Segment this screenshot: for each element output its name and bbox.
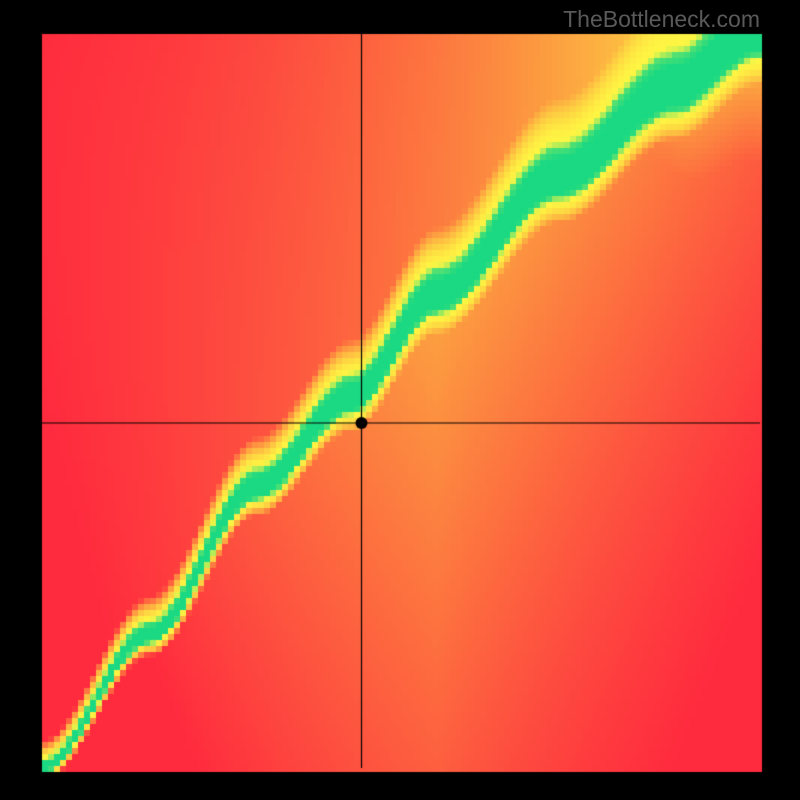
chart-container: TheBottleneck.com <box>0 0 800 800</box>
watermark-text: TheBottleneck.com <box>563 6 760 33</box>
bottleneck-heatmap <box>0 0 800 800</box>
